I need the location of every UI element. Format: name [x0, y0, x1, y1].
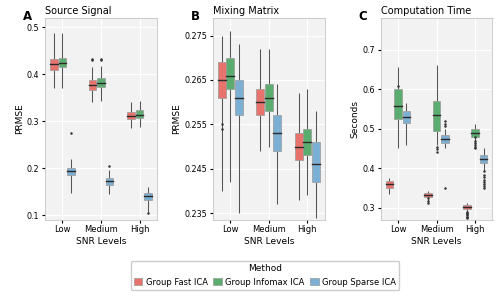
Bar: [226, 58, 234, 89]
Text: Source Signal: Source Signal: [45, 6, 112, 16]
Bar: [58, 58, 66, 67]
Bar: [50, 59, 58, 70]
X-axis label: SNR Levels: SNR Levels: [76, 237, 126, 246]
Text: Computation Time: Computation Time: [380, 6, 471, 16]
Bar: [402, 111, 410, 123]
Bar: [97, 78, 105, 87]
Bar: [394, 89, 402, 119]
Bar: [265, 84, 272, 111]
Y-axis label: PRMSE: PRMSE: [172, 103, 182, 134]
Bar: [144, 193, 152, 200]
Bar: [472, 129, 479, 138]
Bar: [480, 155, 488, 163]
Bar: [432, 101, 440, 131]
Bar: [127, 112, 135, 119]
Bar: [235, 80, 242, 116]
Text: B: B: [190, 10, 200, 23]
Bar: [106, 178, 114, 186]
Text: Mixing Matrix: Mixing Matrix: [213, 6, 279, 16]
Bar: [256, 89, 264, 116]
Y-axis label: PRMSE: PRMSE: [15, 103, 24, 134]
Bar: [463, 205, 470, 209]
Bar: [424, 193, 432, 197]
Bar: [88, 80, 96, 90]
X-axis label: SNR Levels: SNR Levels: [412, 237, 462, 246]
Bar: [136, 110, 143, 118]
Text: C: C: [358, 10, 367, 23]
Bar: [312, 142, 320, 182]
Text: A: A: [22, 10, 32, 23]
Bar: [274, 116, 281, 151]
Bar: [295, 133, 302, 160]
X-axis label: SNR Levels: SNR Levels: [244, 237, 294, 246]
Bar: [218, 62, 226, 98]
Bar: [67, 168, 74, 175]
Bar: [441, 135, 449, 143]
Bar: [386, 181, 394, 188]
Legend: Group Fast ICA, Group Infomax ICA, Group Sparse ICA: Group Fast ICA, Group Infomax ICA, Group…: [130, 261, 400, 290]
Bar: [304, 129, 311, 155]
Y-axis label: Seconds: Seconds: [350, 100, 360, 138]
